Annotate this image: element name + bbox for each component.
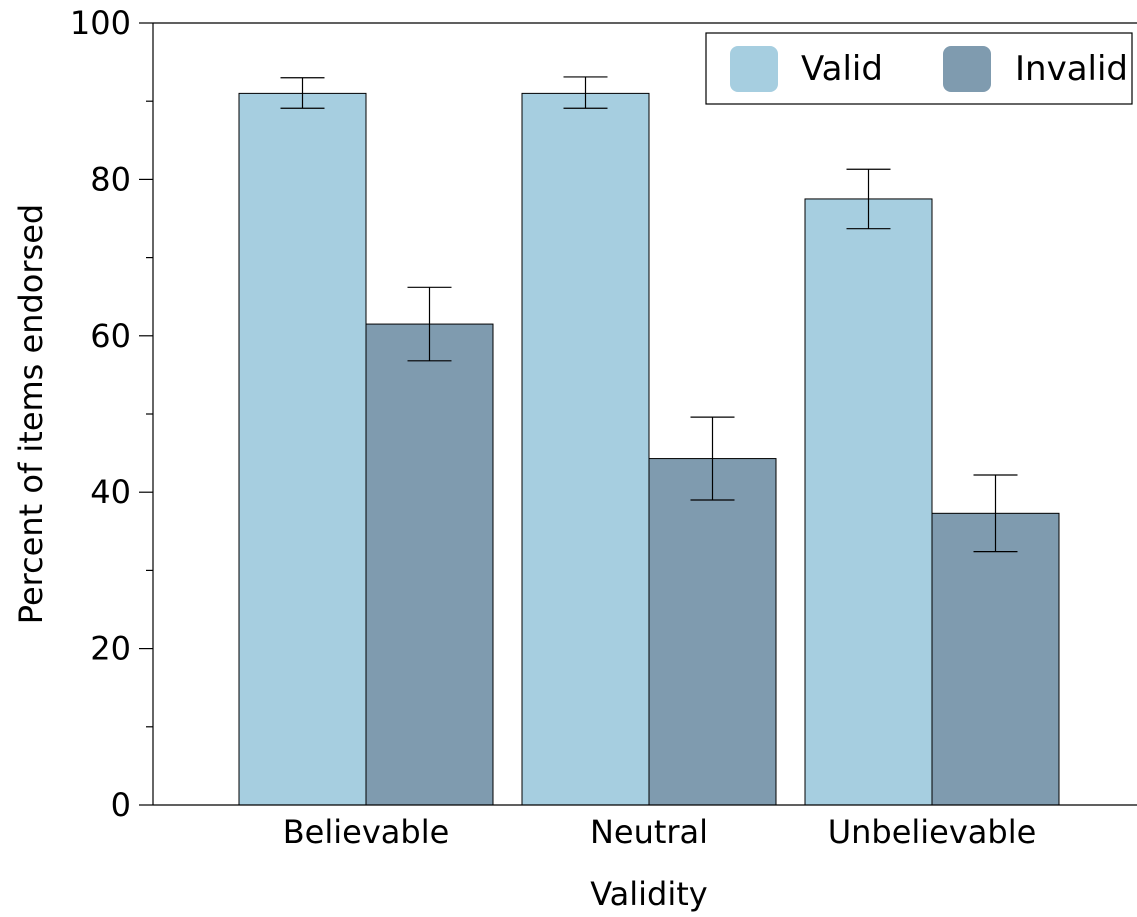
- y-tick-label: 100: [70, 4, 131, 42]
- x-axis-title: Validity: [590, 875, 707, 913]
- y-tick-label: 0: [111, 786, 131, 824]
- legend-swatch-valid: [730, 46, 778, 92]
- x-tick-label-neutral: Neutral: [590, 813, 708, 851]
- bar-neutral-valid: [522, 93, 649, 805]
- y-tick-label: 20: [90, 630, 131, 668]
- legend-swatch-invalid: [943, 46, 991, 92]
- bar-unbelievable-valid: [805, 199, 932, 805]
- y-tick-label: 80: [90, 160, 131, 198]
- bar-believable-valid: [239, 93, 366, 805]
- legend: Valid Invalid: [706, 33, 1132, 104]
- legend-label-invalid: Invalid: [1015, 49, 1128, 89]
- bar-neutral-invalid: [649, 459, 776, 805]
- bars-layer: [239, 93, 1059, 805]
- y-tick-label: 60: [90, 317, 131, 355]
- x-tick-label-believable: Believable: [283, 813, 450, 851]
- x-tick-label-unbelievable: Unbelievable: [828, 813, 1037, 851]
- bar-believable-invalid: [366, 324, 493, 805]
- y-tick-label: 40: [90, 473, 131, 511]
- y-axis-title: Percent of items endorsed: [12, 204, 50, 624]
- bar-unbelievable-invalid: [932, 513, 1059, 805]
- legend-label-valid: Valid: [801, 49, 883, 89]
